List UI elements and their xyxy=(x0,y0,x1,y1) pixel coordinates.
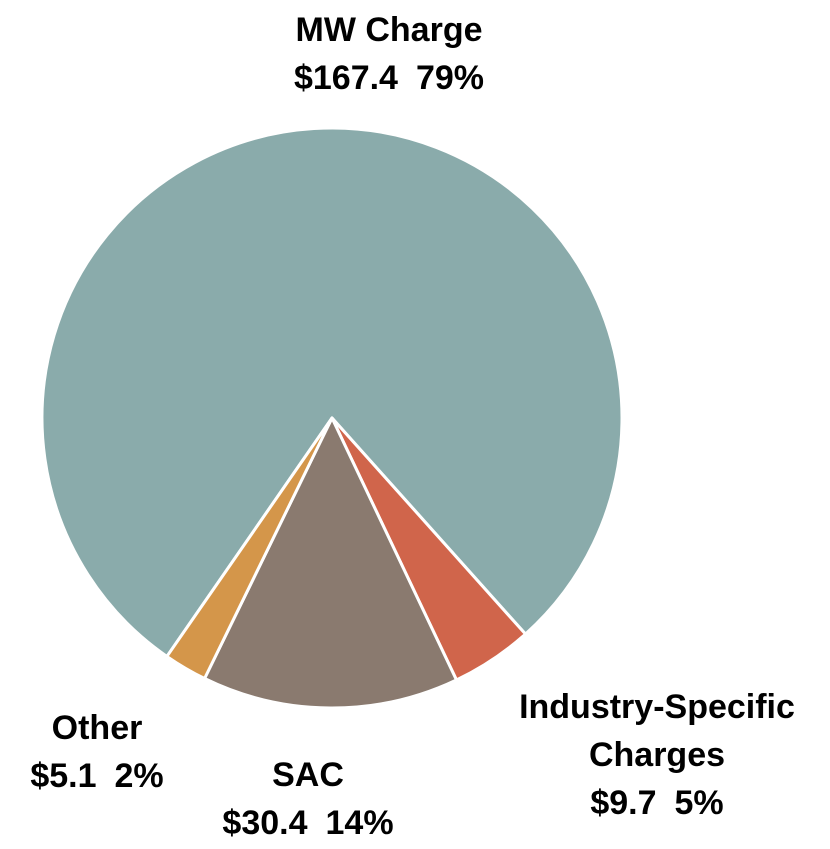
label: Other $5.1 2% xyxy=(0,704,194,800)
value-label: $9.7 xyxy=(590,784,657,822)
label: SAC $30.4 14% xyxy=(158,751,458,847)
percent-label: 2% xyxy=(114,757,164,795)
label-value: $9.7 5% xyxy=(484,779,830,827)
label: MW Charge $167.4 79% xyxy=(214,6,564,102)
label-name: SAC xyxy=(272,756,344,794)
label-value: $30.4 14% xyxy=(158,799,458,847)
label-name: Other xyxy=(51,709,143,747)
pie-slice xyxy=(203,416,458,710)
value-label: $167.4 xyxy=(293,59,398,97)
label-name: Industry-Specific Charges xyxy=(519,688,795,774)
value-label: $30.4 xyxy=(222,804,308,842)
label-value: $5.1 2% xyxy=(0,752,194,800)
label: Industry-Specific Charges $9.7 5% xyxy=(484,683,830,827)
percent-label: 79% xyxy=(415,59,485,97)
pie-slice xyxy=(165,416,334,681)
percent-label: 5% xyxy=(674,784,724,822)
label-value: $167.4 79% xyxy=(214,54,564,102)
pie-slice xyxy=(40,126,624,658)
percent-label: 14% xyxy=(325,804,394,842)
label-name: MW Charge xyxy=(295,11,483,49)
value-label: $5.1 xyxy=(30,757,97,795)
